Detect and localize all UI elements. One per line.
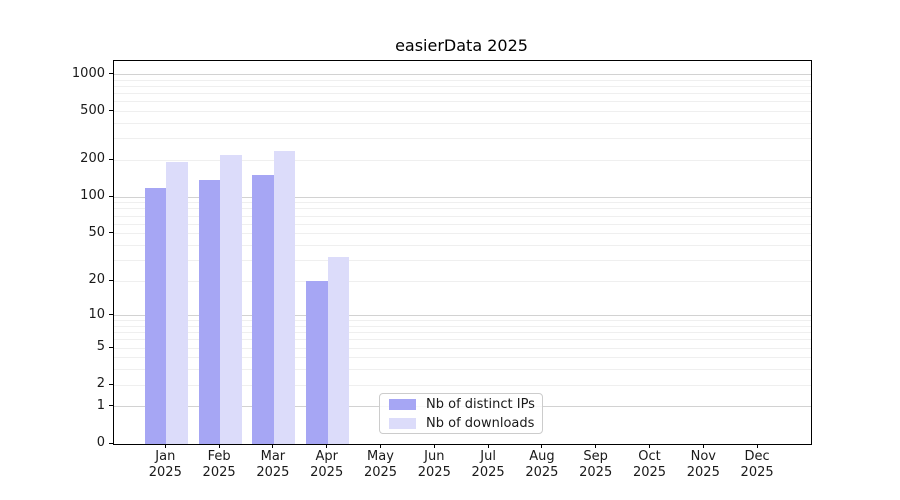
gridline-minor-70: [114, 215, 811, 217]
bar-nb-of-distinct-ips-jan-2025: [144, 187, 167, 444]
bar-nb-of-downloads-mar-2025: [273, 150, 296, 444]
legend: Nb of distinct IPs Nb of downloads: [379, 393, 543, 434]
y-tick-label-200: 200: [80, 151, 105, 167]
gridline-minor-7: [114, 332, 811, 334]
y-tick-label-1000: 1000: [71, 65, 105, 81]
gridline-minor-700: [114, 93, 811, 95]
gridline-major-100: [114, 196, 811, 198]
legend-entry-downloads: Nb of downloads: [380, 416, 542, 431]
y-tick-50: [109, 232, 113, 234]
x-tick-label-jan-2025: Jan 2025: [148, 449, 182, 480]
x-tick-apr-2025: [326, 444, 328, 448]
y-tick-5: [109, 346, 113, 348]
x-tick-mar-2025: [272, 444, 274, 448]
gridline-minor-500: [114, 111, 811, 113]
gridline-minor-400: [114, 122, 811, 124]
gridline-major-1000: [114, 74, 811, 75]
x-tick-oct-2025: [649, 444, 650, 448]
gridline-minor-80: [114, 208, 811, 210]
bar-nb-of-downloads-apr-2025: [327, 256, 350, 444]
x-tick-jun-2025: [433, 444, 435, 448]
x-tick-label-aug-2025: Aug 2025: [525, 449, 559, 480]
x-tick-label-may-2025: May 2025: [363, 449, 398, 480]
x-tick-jan-2025: [164, 444, 166, 448]
gridline-minor-900: [114, 79, 811, 81]
x-tick-label-apr-2025: Apr 2025: [310, 449, 344, 480]
x-tick-label-nov-2025: Nov 2025: [686, 449, 720, 480]
y-tick-500: [109, 110, 113, 112]
bar-nb-of-downloads-feb-2025: [220, 154, 242, 444]
gridline-minor-200: [114, 159, 811, 161]
gridline-minor-50: [114, 233, 811, 235]
x-tick-aug-2025: [541, 444, 543, 448]
bar-nb-of-distinct-ips-feb-2025: [198, 180, 221, 444]
gridline-minor-2: [114, 384, 811, 386]
x-tick-jul-2025: [487, 444, 489, 448]
y-tick-2: [109, 383, 113, 385]
y-tick-200: [109, 158, 113, 160]
gridline-minor-9: [114, 320, 811, 322]
gridline-minor-30: [114, 259, 811, 261]
legend-swatch-distinct-ips: [389, 398, 416, 410]
gridline-minor-800: [114, 85, 811, 87]
bar-nb-of-downloads-jan-2025: [166, 161, 188, 444]
y-tick-0: [109, 442, 113, 444]
y-tick-label-100: 100: [80, 188, 105, 204]
bar-nb-of-distinct-ips-mar-2025: [252, 174, 274, 444]
y-tick-10: [109, 314, 113, 316]
x-tick-may-2025: [380, 444, 381, 448]
gridline-minor-4: [114, 357, 811, 359]
gridline-minor-5: [114, 347, 811, 349]
gridline-major-10: [114, 315, 811, 317]
x-tick-label-oct-2025: Oct 2025: [632, 449, 667, 480]
y-tick-label-0: 0: [96, 435, 105, 450]
legend-entry-distinct-ips: Nb of distinct IPs: [380, 397, 542, 412]
x-tick-label-sep-2025: Sep 2025: [579, 449, 613, 480]
y-tick-label-2: 2: [96, 376, 105, 392]
gridline-minor-3: [114, 369, 811, 371]
gridline-minor-300: [114, 138, 811, 140]
gridline-minor-20: [114, 280, 811, 282]
y-tick-label-10: 10: [88, 306, 105, 322]
gridline-minor-90: [114, 202, 811, 204]
x-tick-label-mar-2025: Mar 2025: [256, 449, 290, 480]
bar-nb-of-distinct-ips-apr-2025: [306, 281, 328, 444]
x-tick-label-jun-2025: Jun 2025: [417, 449, 451, 480]
legend-label-downloads: Nb of downloads: [426, 415, 535, 431]
y-tick-label-5: 5: [96, 339, 105, 355]
x-tick-dec-2025: [756, 444, 758, 448]
legend-swatch-downloads: [389, 417, 416, 429]
gridline-minor-8: [114, 325, 811, 327]
plot-area: [113, 60, 812, 445]
x-tick-label-dec-2025: Dec 2025: [740, 449, 774, 480]
gridline-minor-60: [114, 223, 811, 225]
legend-label-distinct-ips: Nb of distinct IPs: [426, 396, 535, 412]
y-tick-100: [109, 195, 113, 197]
x-tick-feb-2025: [218, 444, 220, 448]
x-tick-label-jul-2025: Jul 2025: [471, 449, 505, 480]
chart-title: easierData 2025: [395, 36, 528, 55]
y-tick-label-1: 1: [96, 397, 105, 413]
gridline-minor-40: [114, 244, 811, 246]
x-tick-nov-2025: [702, 444, 704, 448]
y-tick-1000: [109, 73, 113, 74]
y-tick-1: [109, 405, 113, 407]
x-tick-label-feb-2025: Feb 2025: [202, 449, 236, 480]
gridline-minor-600: [114, 101, 811, 103]
x-tick-sep-2025: [595, 444, 597, 448]
y-tick-20: [109, 279, 113, 281]
y-tick-label-50: 50: [88, 224, 105, 240]
y-tick-label-20: 20: [88, 272, 105, 288]
gridline-minor-6: [114, 339, 811, 341]
y-tick-label-500: 500: [80, 102, 105, 118]
